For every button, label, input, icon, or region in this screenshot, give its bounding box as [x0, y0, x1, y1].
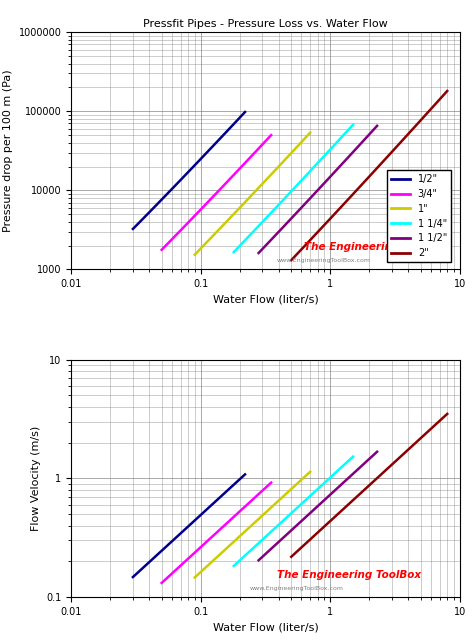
Text: The Engineering ToolBox: The Engineering ToolBox	[304, 243, 448, 252]
Title: Pressfit Pipes - Pressure Loss vs. Water Flow: Pressfit Pipes - Pressure Loss vs. Water…	[143, 19, 388, 28]
Text: The Engineering ToolBox: The Engineering ToolBox	[277, 570, 421, 580]
X-axis label: Water Flow (liter/s): Water Flow (liter/s)	[212, 295, 319, 305]
Text: www.EngineeringToolBox.com: www.EngineeringToolBox.com	[250, 586, 344, 591]
X-axis label: Water Flow (liter/s): Water Flow (liter/s)	[212, 622, 319, 632]
Text: www.EngineeringToolBox.com: www.EngineeringToolBox.com	[277, 258, 371, 263]
Y-axis label: Flow Velocity (m/s): Flow Velocity (m/s)	[30, 426, 41, 531]
Legend: 1/2", 3/4", 1", 1 1/4", 1 1/2", 2": 1/2", 3/4", 1", 1 1/4", 1 1/2", 2"	[387, 170, 451, 262]
Y-axis label: Pressure drop per 100 m (Pa): Pressure drop per 100 m (Pa)	[3, 69, 13, 232]
